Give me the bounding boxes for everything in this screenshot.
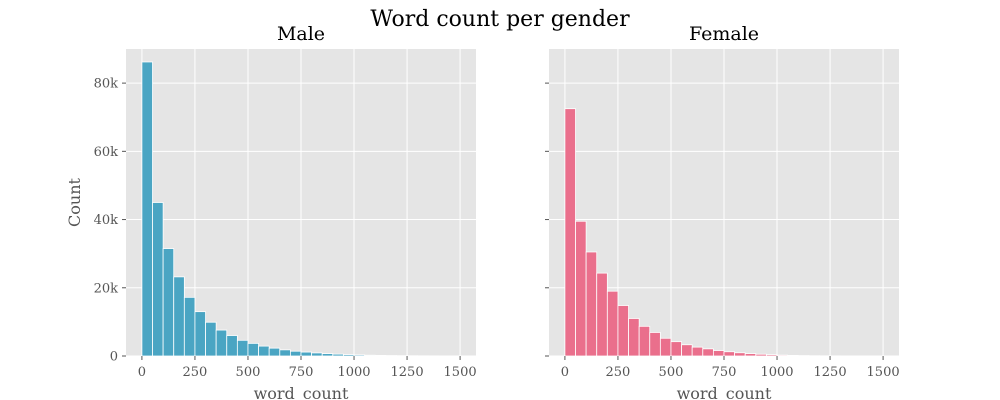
histogram-bar	[321, 353, 334, 357]
histogram-bar	[659, 337, 672, 357]
histogram-bar	[311, 352, 323, 357]
histogram-bar	[289, 350, 302, 357]
x-tick-label: 250	[183, 365, 208, 380]
histogram-bar	[628, 318, 640, 357]
histogram-bar	[300, 351, 313, 357]
histogram-bar	[332, 353, 344, 357]
histogram-bar	[776, 354, 789, 357]
y-tick-label: 80k	[94, 77, 119, 92]
histogram-bar	[734, 352, 746, 357]
x-tick-label: 500	[659, 365, 684, 380]
histogram-bar	[215, 329, 228, 357]
x-tick-label: 250	[606, 365, 631, 380]
histogram-bar	[194, 311, 206, 357]
histogram-bar	[638, 325, 651, 357]
x-tick-label: 750	[712, 365, 737, 380]
histogram-bar	[787, 354, 799, 357]
x-axis-label: word_count	[677, 384, 772, 400]
y-axis-label: Count	[65, 177, 84, 226]
histogram-bar	[141, 61, 153, 357]
histogram-bar	[353, 354, 366, 357]
x-tick-label: 1500	[867, 365, 900, 380]
histogram-bar	[205, 321, 217, 357]
histogram-bar	[702, 348, 714, 357]
x-tick-label: 750	[289, 365, 314, 380]
x-tick-label: 0	[561, 365, 569, 380]
histogram-bar	[152, 202, 164, 357]
panel-title: Male	[277, 23, 325, 45]
x-tick-label: 1000	[760, 365, 793, 380]
histogram-bar	[575, 220, 587, 357]
histogram-bar	[670, 341, 682, 357]
panels: 0 250 500 750 1000 1250 1500 0 20k 40k 60k 80k Male w…	[65, 23, 900, 400]
panel-male: 0 250 500 750 1000 1250 1500 0 20k 40k 60k 80k Male w…	[65, 23, 477, 400]
histogram-bar	[162, 248, 175, 357]
histogram-bar	[343, 354, 355, 357]
histogram-bar	[226, 335, 238, 357]
x-tick-label: 1250	[391, 365, 424, 380]
x-axis-label: word_count	[254, 384, 349, 400]
histogram-bar	[258, 345, 270, 357]
panel-title: Female	[689, 23, 759, 45]
x-tick-label: 1250	[814, 365, 847, 380]
y-tick-label: 60k	[94, 145, 119, 160]
x-tick-label: 1500	[444, 365, 477, 380]
histogram-bar	[755, 353, 767, 357]
histogram-bar	[279, 349, 291, 357]
x-tick-label: 500	[236, 365, 261, 380]
y-tick-label: 20k	[94, 281, 119, 296]
panel-female: 0 250 500 750 1000 1250 1500 Female word_count	[545, 23, 900, 400]
histogram-bar	[606, 290, 619, 357]
x-tick-label: 0	[138, 365, 146, 380]
histogram-bar	[247, 342, 259, 357]
histogram-bar	[712, 350, 725, 357]
y-tick-label: 40k	[94, 213, 119, 228]
histogram-bar	[364, 354, 376, 357]
histogram-bar	[183, 296, 196, 357]
histogram-bar	[268, 347, 281, 357]
histogram-bar	[374, 354, 387, 357]
histogram-bar	[691, 346, 704, 357]
figure-title: Word count per gender	[370, 7, 630, 32]
histogram-bar	[617, 305, 629, 357]
histogram-bar	[766, 354, 778, 357]
histogram-bar	[173, 276, 185, 357]
histogram-bar	[649, 332, 661, 357]
y-tick-label: 0	[110, 350, 118, 365]
histogram-bar	[723, 351, 736, 357]
histogram-bar	[681, 344, 693, 357]
histogram-bar	[596, 272, 608, 357]
histogram-bar	[585, 251, 598, 357]
histogram-bar	[564, 108, 576, 357]
histogram-bar	[744, 353, 757, 357]
x-tick-label: 1000	[337, 365, 370, 380]
histogram-bar	[236, 339, 249, 357]
